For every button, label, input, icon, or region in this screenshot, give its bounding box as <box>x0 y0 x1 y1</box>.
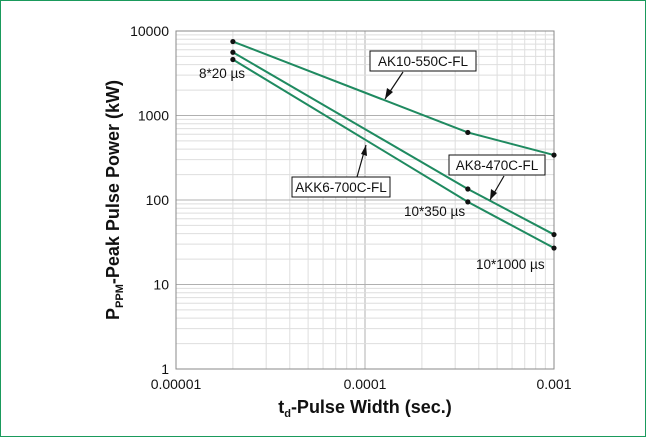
plot-area-border <box>175 30 555 370</box>
label-akk6-text: AKK6-700C-FL <box>295 180 387 195</box>
y-axis-title: PPPM-Peak Pulse Power (kW) <box>103 80 126 320</box>
label-akk6: AKK6-700C-FL <box>291 176 391 198</box>
x-axis-title: td-Pulse Width (sec.) <box>278 397 452 420</box>
series-line-3 <box>232 58 555 249</box>
y-tick-label: 100 <box>146 192 170 208</box>
annotation-10x350: 10*350 µs <box>404 204 465 219</box>
annotation-8x20: 8*20 µs <box>199 66 245 81</box>
label-ak8: AK8-470C-FL <box>448 154 546 176</box>
arrow-akk6-head <box>361 145 367 156</box>
y-tick-label: 1 <box>161 361 169 377</box>
x-tick-label: 0.001 <box>536 376 571 392</box>
y-tick-label: 10 <box>153 277 169 293</box>
label-ak10-text: AK10-550C-FL <box>378 54 469 69</box>
arrow-ak8-head <box>490 189 497 200</box>
label-ak8-text: AK8-470C-FL <box>456 158 539 173</box>
grid <box>175 31 554 370</box>
data-point <box>230 49 236 55</box>
label-ak10: AK10-550C-FL <box>369 50 477 72</box>
arrow-ak10-head <box>385 88 393 99</box>
data-point <box>551 231 557 238</box>
data-point <box>551 245 557 251</box>
tick-labels: 0.00001 0.0001 0.001 1 10 100 1000 10000 <box>130 23 572 392</box>
data-point <box>230 38 236 45</box>
x-tick-label: 0.0001 <box>344 376 387 392</box>
data-point <box>551 152 557 158</box>
data-point <box>230 56 236 63</box>
data-point <box>465 186 471 192</box>
data-point <box>465 129 471 136</box>
y-tick-label: 10000 <box>130 23 169 39</box>
y-tick-label: 1000 <box>138 108 169 124</box>
x-tick-label: 0.00001 <box>151 376 202 392</box>
series-layer <box>230 38 557 251</box>
annotation-10x1000: 10*1000 µs <box>476 257 545 272</box>
data-point <box>465 199 471 205</box>
